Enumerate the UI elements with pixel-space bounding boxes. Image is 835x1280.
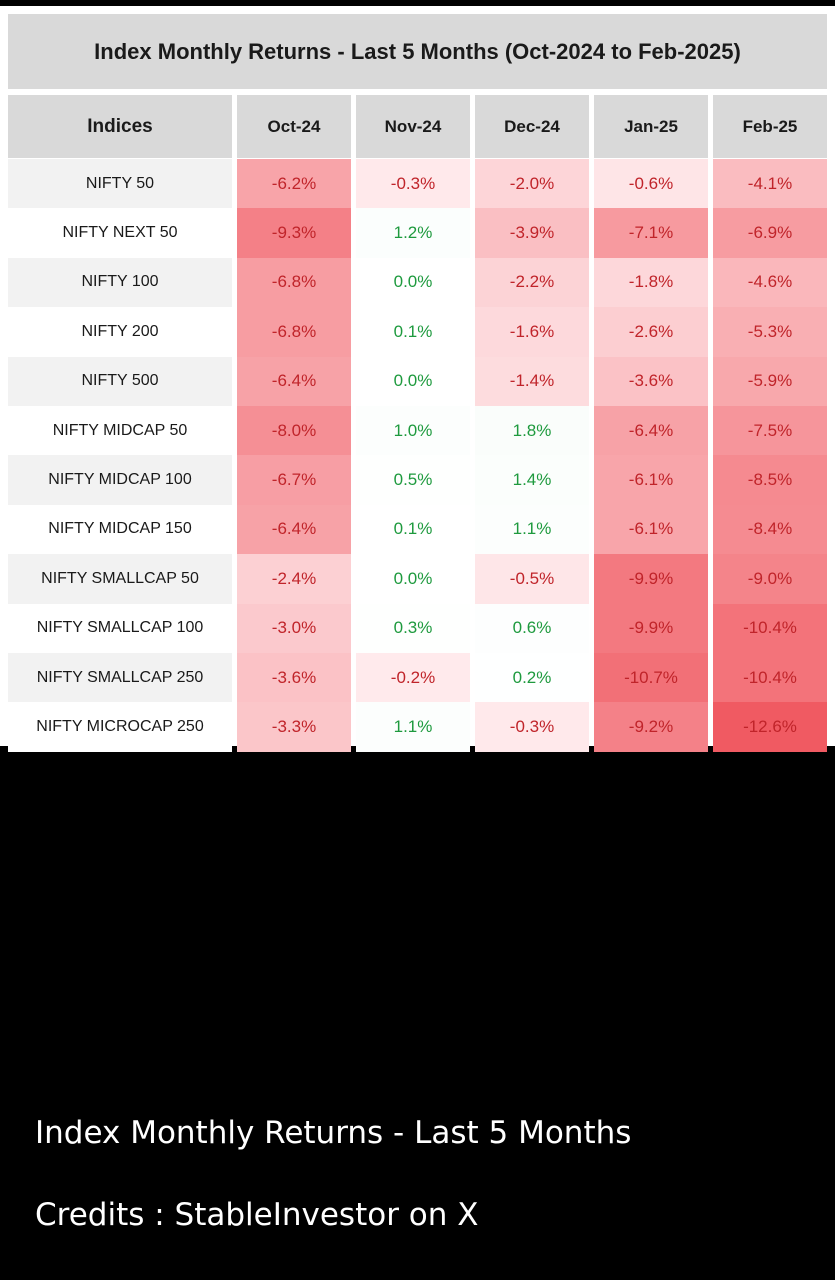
top-strip bbox=[0, 0, 835, 6]
return-cell: 0.6% bbox=[475, 603, 589, 653]
return-cell: 1.0% bbox=[356, 405, 470, 456]
return-cell: -3.6% bbox=[594, 356, 708, 406]
return-cell: -10.4% bbox=[713, 652, 827, 703]
return-cell: -6.4% bbox=[237, 356, 351, 406]
return-cell: -9.2% bbox=[594, 702, 708, 752]
index-name: NIFTY SMALLCAP 100 bbox=[8, 603, 232, 653]
return-cell: -9.9% bbox=[594, 554, 708, 604]
index-name: NIFTY SMALLCAP 50 bbox=[8, 554, 232, 604]
return-cell: -0.6% bbox=[594, 159, 708, 209]
return-cell: 0.0% bbox=[356, 554, 470, 604]
return-cell: 1.1% bbox=[475, 504, 589, 555]
return-cell: -8.0% bbox=[237, 405, 351, 456]
return-cell: -2.6% bbox=[594, 307, 708, 357]
header-month: Jan-25 bbox=[594, 95, 708, 158]
return-cell: -2.4% bbox=[237, 554, 351, 604]
return-cell: 0.5% bbox=[356, 455, 470, 505]
table-title: Index Monthly Returns - Last 5 Months (O… bbox=[8, 14, 827, 89]
return-cell: -1.6% bbox=[475, 307, 589, 357]
return-cell: -9.9% bbox=[594, 603, 708, 653]
return-cell: -10.7% bbox=[594, 652, 708, 703]
return-cell: 0.0% bbox=[356, 356, 470, 406]
return-cell: -4.6% bbox=[713, 257, 827, 308]
index-name: NIFTY NEXT 50 bbox=[8, 208, 232, 258]
return-cell: 0.1% bbox=[356, 504, 470, 555]
return-cell: -2.2% bbox=[475, 257, 589, 308]
return-cell: -3.3% bbox=[237, 702, 351, 752]
return-cell: 0.3% bbox=[356, 603, 470, 653]
return-cell: -6.7% bbox=[237, 455, 351, 505]
return-cell: -12.6% bbox=[713, 702, 827, 752]
return-cell: -3.6% bbox=[237, 652, 351, 703]
return-cell: -6.4% bbox=[237, 504, 351, 555]
return-cell: 1.2% bbox=[356, 208, 470, 258]
return-cell: -6.1% bbox=[594, 455, 708, 505]
return-cell: -6.4% bbox=[594, 405, 708, 456]
return-cell: -0.3% bbox=[475, 702, 589, 752]
return-cell: -0.3% bbox=[356, 159, 470, 209]
return-cell: -8.5% bbox=[713, 455, 827, 505]
index-name: NIFTY MIDCAP 150 bbox=[8, 504, 232, 555]
return-cell: -3.9% bbox=[475, 208, 589, 258]
return-cell: -1.8% bbox=[594, 257, 708, 308]
return-cell: 0.0% bbox=[356, 257, 470, 308]
return-cell: -0.5% bbox=[475, 554, 589, 604]
return-cell: -4.1% bbox=[713, 159, 827, 209]
return-cell: -9.3% bbox=[237, 208, 351, 258]
return-cell: -7.1% bbox=[594, 208, 708, 258]
return-cell: -6.8% bbox=[237, 307, 351, 357]
return-cell: 1.4% bbox=[475, 455, 589, 505]
index-name: NIFTY MIDCAP 100 bbox=[8, 455, 232, 505]
caption-credits: Credits : StableInvestor on X bbox=[35, 1197, 479, 1233]
returns-table: Indices Oct-24 Nov-24 Dec-24 Jan-25 Feb-25 NIF… bbox=[8, 95, 827, 752]
return-cell: -6.8% bbox=[237, 257, 351, 308]
index-name: NIFTY 100 bbox=[8, 257, 232, 308]
return-cell: 1.8% bbox=[475, 405, 589, 456]
return-cell: -6.1% bbox=[594, 504, 708, 555]
header-month: Dec-24 bbox=[475, 95, 589, 158]
return-cell: 0.1% bbox=[356, 307, 470, 357]
index-name: NIFTY MIDCAP 50 bbox=[8, 405, 232, 456]
return-cell: -10.4% bbox=[713, 603, 827, 653]
index-name: NIFTY 50 bbox=[8, 159, 232, 209]
return-cell: 1.1% bbox=[356, 702, 470, 752]
return-cell: -6.2% bbox=[237, 159, 351, 209]
return-cell: -1.4% bbox=[475, 356, 589, 406]
return-cell: -6.9% bbox=[713, 208, 827, 258]
return-cell: -7.5% bbox=[713, 405, 827, 456]
header-month: Nov-24 bbox=[356, 95, 470, 158]
header-month: Feb-25 bbox=[713, 95, 827, 158]
index-name: NIFTY SMALLCAP 250 bbox=[8, 652, 232, 703]
return-cell: 0.2% bbox=[475, 652, 589, 703]
index-name: NIFTY 200 bbox=[8, 307, 232, 357]
return-cell: -5.9% bbox=[713, 356, 827, 406]
return-cell: -8.4% bbox=[713, 504, 827, 555]
header-month: Oct-24 bbox=[237, 95, 351, 158]
return-cell: -9.0% bbox=[713, 554, 827, 604]
header-indices: Indices bbox=[8, 95, 232, 158]
return-cell: -3.0% bbox=[237, 603, 351, 653]
caption-title: Index Monthly Returns - Last 5 Months bbox=[35, 1115, 632, 1151]
return-cell: -2.0% bbox=[475, 159, 589, 209]
index-name: NIFTY 500 bbox=[8, 356, 232, 406]
return-cell: -5.3% bbox=[713, 307, 827, 357]
return-cell: -0.2% bbox=[356, 652, 470, 703]
index-name: NIFTY MICROCAP 250 bbox=[8, 702, 232, 752]
returns-table-image: Index Monthly Returns - Last 5 Months (O… bbox=[0, 6, 835, 752]
